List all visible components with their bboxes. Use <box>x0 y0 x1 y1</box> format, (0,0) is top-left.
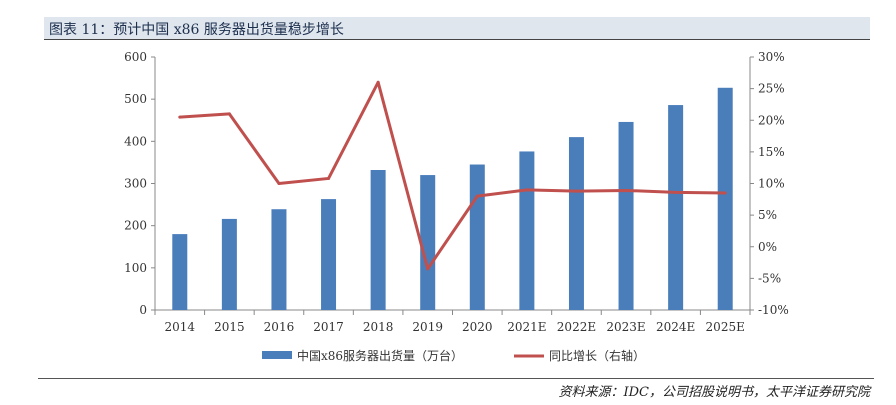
point-yoy-growth <box>227 112 231 116</box>
bar-shipments <box>568 137 584 310</box>
point-yoy-growth <box>624 188 628 192</box>
y-left-tick-label: 200 <box>124 219 147 233</box>
x-tick-label: 2014 <box>165 320 196 334</box>
x-tick-label: 2021E <box>507 320 546 334</box>
x-tick-label: 2025E <box>706 320 745 334</box>
point-yoy-growth <box>674 190 678 194</box>
point-yoy-growth <box>178 115 182 119</box>
legend-label-bar: 中国x86服务器出货量（万台） <box>297 348 463 363</box>
x-tick-label: 2020 <box>462 320 493 334</box>
y-right-tick-label: 10% <box>758 177 785 191</box>
bar-shipments <box>519 151 535 310</box>
bar-shipments <box>668 105 684 310</box>
y-right-tick-label: 0% <box>758 240 777 254</box>
bar-shipments <box>469 164 485 310</box>
point-yoy-growth <box>525 188 529 192</box>
point-yoy-growth <box>574 189 578 193</box>
y-right-tick-label: -10% <box>758 303 789 317</box>
y-right-tick-label: 5% <box>758 208 777 222</box>
bar-shipments <box>618 121 634 310</box>
title-bar: 图表 11：预计中国 x86 服务器出货量稳步增长 <box>44 17 870 40</box>
x-tick-label: 2023E <box>606 320 645 334</box>
y-right-tick-label: 20% <box>758 113 785 127</box>
bar-shipments <box>321 199 337 310</box>
y-left-tick-label: 0 <box>139 303 147 317</box>
legend-swatch-bar <box>262 351 292 359</box>
bar-shipments <box>370 170 386 310</box>
x-tick-label: 2015 <box>214 320 245 334</box>
bar-shipments <box>271 209 287 310</box>
x-tick-label: 2017 <box>313 320 344 334</box>
x-tick-label: 2024E <box>656 320 695 334</box>
legend-label-line: 同比增长（右轴） <box>549 348 645 363</box>
y-right-tick-label: -5% <box>758 271 781 285</box>
bar-shipments <box>717 87 733 310</box>
point-yoy-growth <box>426 267 430 271</box>
y-right-tick-label: 15% <box>758 145 785 159</box>
x-tick-label: 2016 <box>264 320 295 334</box>
y-left-tick-label: 600 <box>124 50 147 64</box>
y-left-tick-label: 400 <box>124 134 147 148</box>
bar-shipments <box>420 175 436 310</box>
point-yoy-growth <box>723 191 727 195</box>
x-tick-label: 2018 <box>363 320 394 334</box>
y-right-tick-label: 25% <box>758 82 785 96</box>
y-left-tick-label: 100 <box>124 261 147 275</box>
point-yoy-growth <box>376 80 380 84</box>
x-tick-label: 2019 <box>412 320 443 334</box>
chart-title: 图表 11：预计中国 x86 服务器出货量稳步增长 <box>49 22 344 38</box>
y-left-tick-label: 500 <box>124 92 147 106</box>
y-right-tick-label: 30% <box>758 50 785 64</box>
bar-shipments <box>172 234 188 310</box>
x-tick-label: 2022E <box>557 320 596 334</box>
bar-shipments <box>221 218 237 310</box>
source-divider <box>38 378 874 379</box>
y-left-tick-label: 300 <box>124 177 147 191</box>
point-yoy-growth <box>327 176 331 180</box>
line-yoy-growth <box>179 80 726 271</box>
source-note: 资料来源：IDC，公司招股说明书，太平洋证券研究院 <box>558 385 870 400</box>
point-yoy-growth <box>277 182 281 185</box>
point-yoy-growth <box>475 194 479 198</box>
